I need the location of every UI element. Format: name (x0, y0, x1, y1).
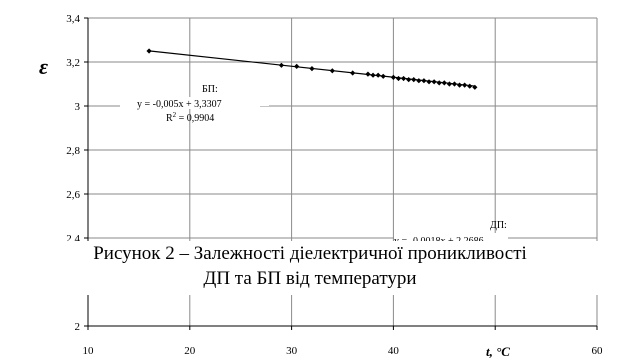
data-point (395, 75, 402, 82)
data-point (400, 75, 407, 82)
data-point (446, 81, 452, 87)
data-point (365, 71, 371, 77)
x-axis-label: t, °C (486, 344, 510, 359)
figure-caption: Рисунок 2 – Залежності діелектричної про… (0, 241, 620, 295)
y-axis-label: ε (39, 54, 48, 79)
y-tick-label: 3,4 (66, 13, 80, 25)
data-point (350, 70, 356, 76)
bp-equation-label: y = -0,005x + 3,3307 (137, 99, 222, 110)
data-point (421, 78, 427, 84)
y-tick-label: 2,8 (66, 145, 80, 157)
data-point (375, 72, 381, 78)
y-tick-label: 2,6 (66, 189, 80, 201)
x-tick-label: 10 (83, 345, 95, 357)
bp-r2-label: R2 = 0,9904 (166, 111, 214, 124)
data-point (472, 84, 478, 90)
data-point (406, 77, 412, 83)
x-tick-label: 60 (592, 345, 604, 357)
data-point (411, 77, 417, 83)
data-point (294, 63, 300, 69)
data-point (329, 68, 335, 74)
data-point (309, 66, 315, 72)
data-points (146, 48, 478, 90)
y-tick-label: 2 (75, 321, 81, 333)
caption-line-1: Рисунок 2 – Залежності діелектричної про… (93, 243, 527, 264)
data-point (456, 82, 463, 88)
bp-name-label: БП: (202, 84, 218, 95)
data-point (278, 62, 285, 68)
x-tick-label: 20 (184, 345, 196, 357)
caption-line-2: ДП та БП від температури (203, 268, 417, 289)
data-point (380, 73, 386, 79)
x-tick-label: 30 (286, 345, 298, 357)
x-tick-label: 40 (388, 345, 400, 357)
data-point (436, 80, 442, 86)
data-point (431, 79, 437, 85)
data-point (370, 72, 376, 78)
data-point (467, 83, 473, 89)
data-point (390, 74, 396, 80)
data-point (416, 78, 422, 84)
dp-name-label: ДП: (490, 220, 507, 231)
data-point (426, 79, 432, 85)
data-point (462, 82, 468, 88)
y-tick-label: 3 (75, 101, 81, 113)
data-point (451, 81, 458, 87)
bp-annotation: БП: y = -0,005x + 3,3307 R2 = 0,9904 (120, 84, 269, 124)
data-point (146, 48, 152, 54)
y-tick-label: 3,2 (66, 57, 80, 69)
data-point (441, 80, 447, 86)
